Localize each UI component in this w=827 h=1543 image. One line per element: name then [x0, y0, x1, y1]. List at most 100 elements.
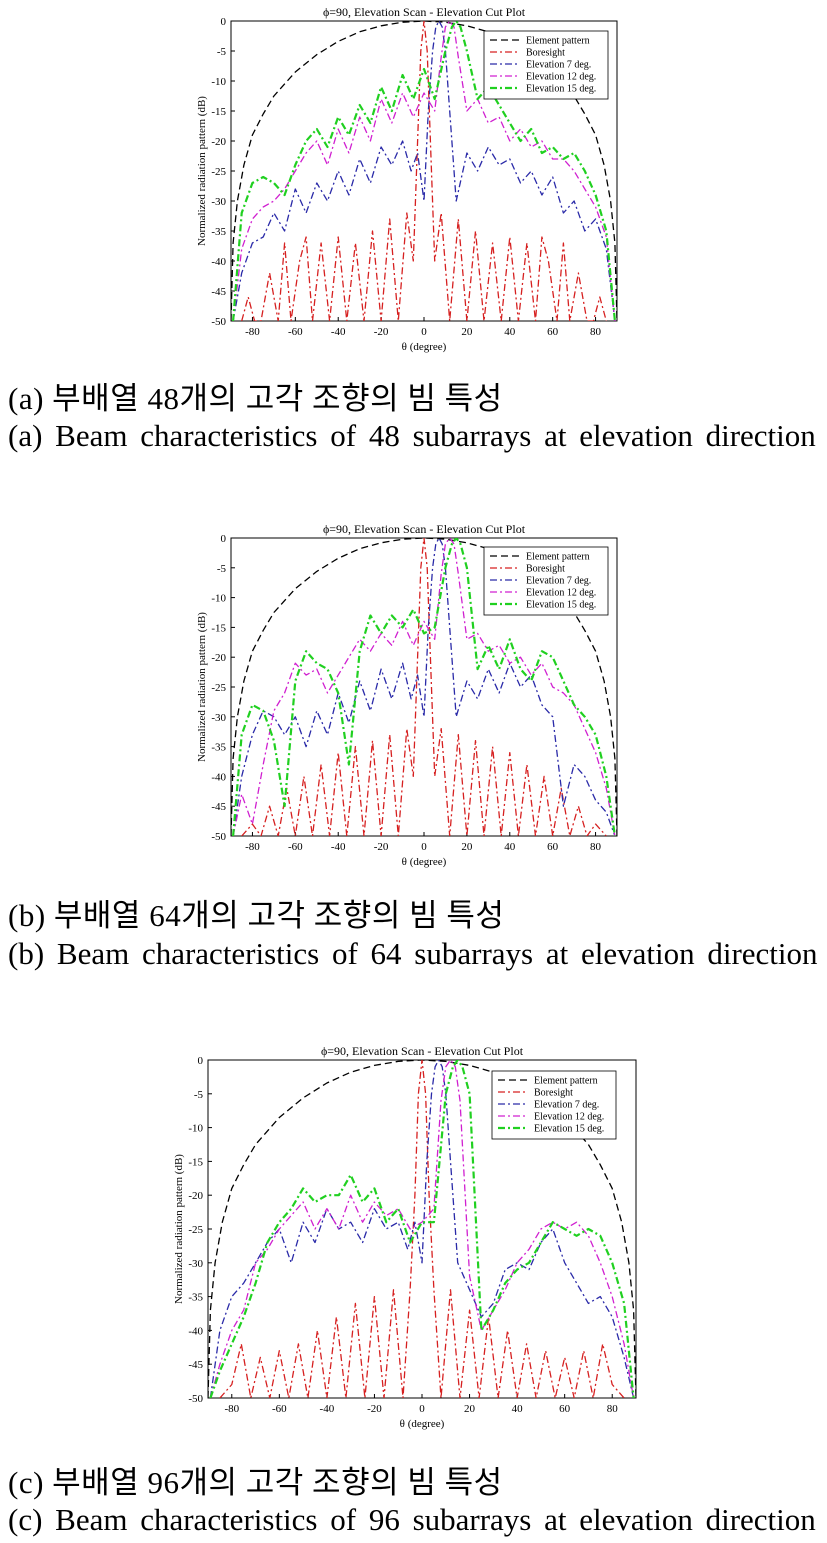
chart-svg: 0 -5 -10 -15 -20 -25 -30 -35 -40 -45 -50 -80 -60 -40 -… — [173, 1044, 637, 1430]
x-tick-label: 40 — [512, 1403, 524, 1415]
y-tick-label: -10 — [211, 76, 226, 88]
caption-c-korean: (c) 부배열 96개의 고각 조향의 빔 특성 — [8, 1465, 503, 1500]
caption-c-english: (c) Beam characteristics of 96 subarrays… — [8, 1502, 816, 1537]
chart-svg: 0 -5 -10 -15 -20 -25 -30 -35 -40 -45 -50 -80 -60 -40 -… — [196, 5, 618, 353]
series-line-elevation-12-deg — [209, 1060, 635, 1398]
y-tick-label: -15 — [211, 106, 226, 118]
y-axis-label: Normalized radiation pattern (dB) — [196, 612, 208, 762]
caption-b-english: (b) Beam characteristics of 64 subarrays… — [8, 936, 818, 971]
x-tick-label: 80 — [590, 326, 602, 338]
legend-entry: Elevation 7 deg. — [534, 1100, 599, 1111]
y-tick-label: -35 — [211, 226, 226, 238]
y-tick-label: -25 — [211, 166, 226, 178]
chart-title: ϕ=90, Elevation Scan - Elevation Cut Plo… — [323, 522, 526, 536]
y-tick-label: -20 — [188, 1190, 203, 1202]
series-line-element-pattern — [231, 21, 617, 321]
y-tick-label: -45 — [211, 801, 226, 813]
x-tick-label: 20 — [464, 1403, 476, 1415]
legend-entry: Boresight — [534, 1088, 573, 1099]
x-tick-label: 0 — [421, 841, 427, 853]
y-tick-label: 0 — [221, 16, 227, 28]
x-tick-label: -80 — [224, 1403, 239, 1415]
y-tick-label: -5 — [194, 1089, 204, 1101]
x-tick-label: 80 — [607, 1403, 619, 1415]
chart-title: ϕ=90, Elevation Scan - Elevation Cut Plo… — [321, 1044, 524, 1058]
x-tick-label: -20 — [374, 326, 389, 338]
y-tick-label: -5 — [217, 563, 227, 575]
caption-a-korean: (a) 부배열 48개의 고각 조향의 빔 특성 — [8, 381, 503, 416]
x-tick-label: -40 — [331, 841, 346, 853]
legend-entry: Element pattern — [526, 552, 590, 563]
series-line-boresight — [241, 21, 607, 321]
y-tick-label: -30 — [188, 1258, 203, 1270]
y-tick-label: -45 — [211, 286, 226, 298]
caption-b-korean: (b) 부배열 64개의 고각 조향의 빔 특성 — [8, 898, 505, 933]
series-line-element-pattern — [208, 1060, 636, 1398]
caption-a-english: (a) Beam characteristics of 48 subarrays… — [8, 418, 816, 453]
x-axis-label: θ (degree) — [402, 341, 447, 353]
legend-box — [491, 1070, 617, 1140]
series-line-boresight — [241, 538, 607, 836]
y-tick-label: -40 — [211, 771, 226, 783]
y-tick-label: -45 — [188, 1359, 203, 1371]
legend-entry: Element pattern — [526, 36, 590, 47]
x-axis-label: θ (degree) — [400, 1418, 445, 1430]
chart-b: 0 -5 -10 -15 -20 -25 -30 -35 -40 -45 -50 -80 -60 -40 -… — [196, 522, 618, 868]
x-tick-label: -60 — [272, 1403, 287, 1415]
y-tick-label: -50 — [188, 1393, 203, 1405]
series-line-elevation-15-deg — [232, 538, 616, 836]
legend-entry: Elevation 7 deg. — [526, 60, 591, 71]
x-tick-label: 0 — [421, 326, 427, 338]
y-tick-label: -5 — [217, 46, 227, 58]
series-line-elevation-7-deg — [232, 538, 616, 836]
series-line-elevation-15-deg — [232, 21, 616, 321]
x-tick-label: -20 — [367, 1403, 382, 1415]
legend-entry: Elevation 12 deg. — [534, 1112, 604, 1123]
legend-box — [483, 546, 609, 616]
y-tick-label: -40 — [211, 256, 226, 268]
y-tick-label: -40 — [188, 1325, 203, 1337]
y-tick-label: -30 — [211, 196, 226, 208]
y-tick-label: -20 — [211, 652, 226, 664]
legend-entry: Elevation 12 deg. — [526, 588, 596, 599]
y-tick-label: -10 — [211, 593, 226, 605]
y-tick-label: -15 — [211, 622, 226, 634]
y-tick-label: -25 — [211, 682, 226, 694]
chart-title: ϕ=90, Elevation Scan - Elevation Cut Plo… — [323, 5, 526, 19]
y-tick-label: 0 — [221, 533, 227, 545]
x-tick-label: -20 — [374, 841, 389, 853]
x-tick-label: 60 — [559, 1403, 571, 1415]
x-tick-label: 40 — [504, 841, 516, 853]
x-tick-label: 20 — [461, 841, 473, 853]
x-axis-label: θ (degree) — [402, 856, 447, 868]
y-tick-label: -20 — [211, 136, 226, 148]
figure-b: 0 -5 -10 -15 -20 -25 -30 -35 -40 -45 -50 -80 -60 -40 -… — [8, 522, 818, 971]
y-tick-label: -30 — [211, 712, 226, 724]
series-line-elevation-7-deg — [209, 1060, 635, 1398]
x-tick-label: -60 — [288, 326, 303, 338]
x-tick-label: -40 — [320, 1403, 335, 1415]
y-tick-label: 0 — [198, 1055, 204, 1067]
chart-a: 0 -5 -10 -15 -20 -25 -30 -35 -40 -45 -50 -80 -60 -40 -… — [0, 0, 827, 360]
y-tick-label: -35 — [211, 742, 226, 754]
x-tick-label: -80 — [245, 326, 260, 338]
x-tick-label: 60 — [547, 841, 559, 853]
series-line-boresight — [219, 1060, 625, 1398]
x-tick-label: -80 — [245, 841, 260, 853]
chart-c: 0 -5 -10 -15 -20 -25 -30 -35 -40 -45 -50 -80 -60 -40 -… — [173, 1044, 637, 1430]
figure-a: 0 -5 -10 -15 -20 -25 -30 -35 -40 -45 -50 -80 -60 -40 -… — [0, 0, 827, 470]
legend-entry: Elevation 12 deg. — [526, 72, 596, 83]
x-tick-label: 20 — [461, 326, 473, 338]
series-line-elevation-7-deg — [232, 21, 616, 321]
x-tick-label: 60 — [547, 326, 559, 338]
chart-svg: 0 -5 -10 -15 -20 -25 -30 -35 -40 -45 -50 -80 -60 -40 -… — [196, 522, 618, 868]
y-tick-label: -25 — [188, 1224, 203, 1236]
legend-entry: Elevation 15 deg. — [534, 1124, 604, 1135]
legend-entry: Elevation 7 deg. — [526, 576, 591, 587]
y-tick-label: -50 — [211, 316, 226, 328]
x-tick-label: 0 — [419, 1403, 425, 1415]
legend-entry: Boresight — [526, 48, 565, 59]
series-line-elevation-12-deg — [232, 538, 616, 836]
x-tick-label: 40 — [504, 326, 516, 338]
